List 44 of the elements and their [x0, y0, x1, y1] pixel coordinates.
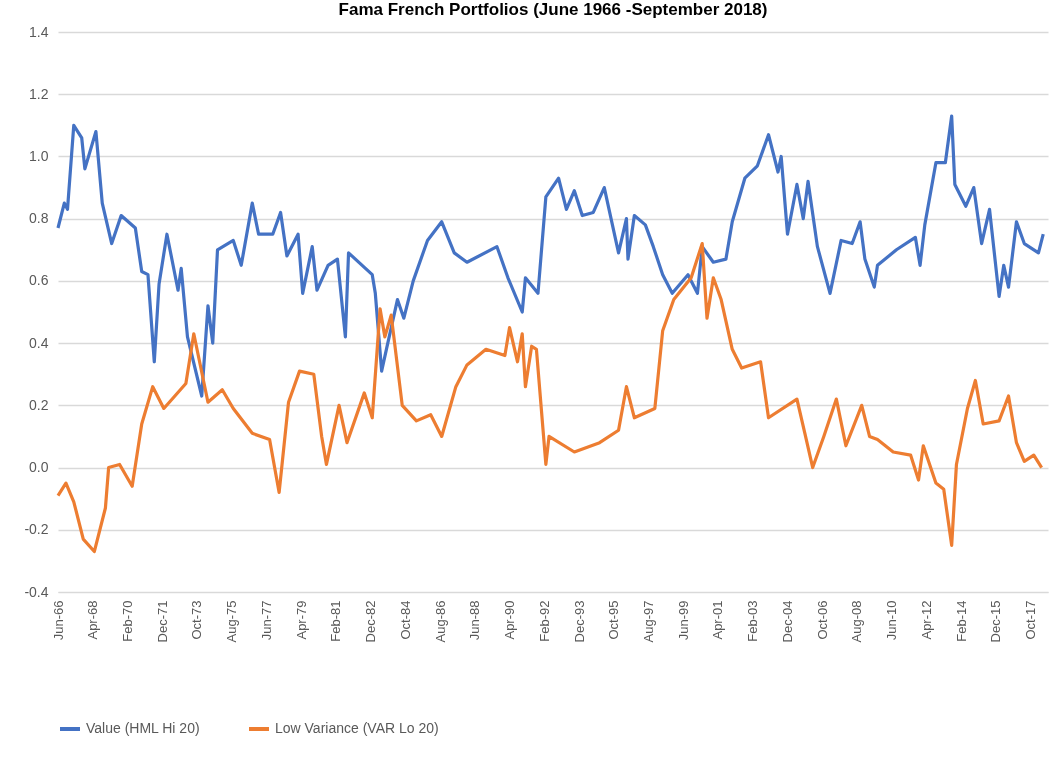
x-tick-label: Apr-01 [710, 600, 726, 640]
y-tick-label: 0.4 [29, 334, 49, 351]
y-tick-label: 1.4 [29, 23, 49, 40]
legend-label: Value (HML Hi 20) [86, 720, 200, 736]
x-tick-label: Dec-93 [571, 600, 587, 643]
x-tick-label: Oct-84 [397, 600, 413, 640]
x-tick-label: Feb-81 [328, 600, 344, 642]
x-tick-label: Aug-75 [224, 600, 240, 643]
x-tick-label: Aug-97 [641, 600, 657, 643]
line-series [56, 114, 1045, 398]
x-tick-label: Jun-10 [884, 600, 900, 641]
y-tick-label: 0.0 [29, 459, 49, 476]
x-tick-label: Apr-90 [502, 600, 518, 640]
x-tick-label: Jun-88 [467, 600, 483, 641]
x-tick-label: Feb-70 [120, 600, 136, 642]
y-tick-label: 0.8 [29, 210, 49, 227]
x-tick-label: Jun-77 [258, 600, 274, 641]
x-tick-label: Dec-82 [363, 600, 379, 643]
x-tick-label: Dec-71 [154, 600, 170, 643]
x-tick-label: Oct-17 [1023, 600, 1039, 640]
x-tick-label: Jun-99 [675, 600, 691, 641]
x-tick-label: Jun-66 [50, 600, 66, 641]
x-tick-label: Oct-06 [814, 600, 830, 640]
x-tick-label: Apr-12 [918, 600, 934, 640]
x-tick-label: Oct-73 [189, 600, 205, 640]
x-tick-label: Oct-95 [606, 600, 622, 640]
y-tick-label: -0.4 [24, 583, 49, 600]
legend-label: Low Variance (VAR Lo 20) [275, 720, 439, 736]
chart-title: Fama French Portfolios (June 1966 -September 2018) [338, 0, 768, 19]
y-tick-label: -0.2 [24, 521, 49, 538]
y-tick-label: 0.2 [29, 396, 49, 413]
x-tick-label: Feb-14 [953, 600, 969, 642]
y-tick-label: 1.2 [29, 85, 49, 102]
x-tick-label: Dec-15 [988, 600, 1004, 643]
x-tick-label: Aug-08 [849, 600, 865, 643]
x-tick-label: Feb-03 [745, 600, 761, 642]
x-tick-label: Dec-04 [779, 600, 795, 643]
y-tick-label: 0.6 [29, 272, 49, 289]
line-series [56, 241, 1044, 554]
x-tick-label: Aug-86 [432, 600, 448, 643]
x-tick-label: Feb-92 [536, 600, 552, 642]
x-tick-label: Apr-68 [85, 600, 101, 640]
y-tick-label: 1.0 [29, 147, 49, 164]
x-tick-label: Apr-79 [293, 600, 309, 640]
